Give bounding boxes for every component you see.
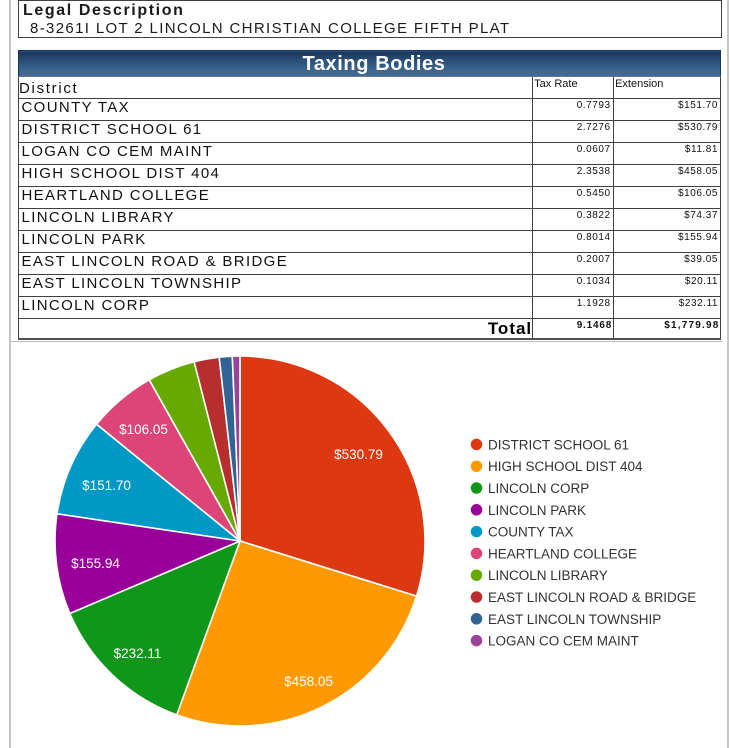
svg-text:EAST LINCOLN TOWNSHIP: EAST LINCOLN TOWNSHIP <box>488 612 661 627</box>
svg-text:HIGH SCHOOL DIST 404: HIGH SCHOOL DIST 404 <box>488 459 643 474</box>
svg-text:$458.05: $458.05 <box>284 674 333 689</box>
svg-text:$151.70: $151.70 <box>82 478 131 493</box>
svg-text:LINCOLN CORP: LINCOLN CORP <box>488 481 589 496</box>
svg-text:$530.79: $530.79 <box>334 447 383 462</box>
svg-text:LINCOLN LIBRARY: LINCOLN LIBRARY <box>488 568 608 583</box>
svg-text:COUNTY TAX: COUNTY TAX <box>488 525 574 540</box>
svg-text:LINCOLN PARK: LINCOLN PARK <box>488 503 586 518</box>
svg-text:DISTRICT SCHOOL 61: DISTRICT SCHOOL 61 <box>488 437 629 452</box>
svg-text:HEARTLAND COLLEGE: HEARTLAND COLLEGE <box>488 546 637 561</box>
svg-text:$106.05: $106.05 <box>119 422 168 437</box>
svg-text:$155.94: $155.94 <box>71 556 120 571</box>
svg-text:EAST LINCOLN ROAD & BRIDGE: EAST LINCOLN ROAD & BRIDGE <box>488 590 696 605</box>
svg-text:LOGAN CO CEM MAINT: LOGAN CO CEM MAINT <box>488 634 639 649</box>
svg-text:$232.11: $232.11 <box>114 646 162 661</box>
